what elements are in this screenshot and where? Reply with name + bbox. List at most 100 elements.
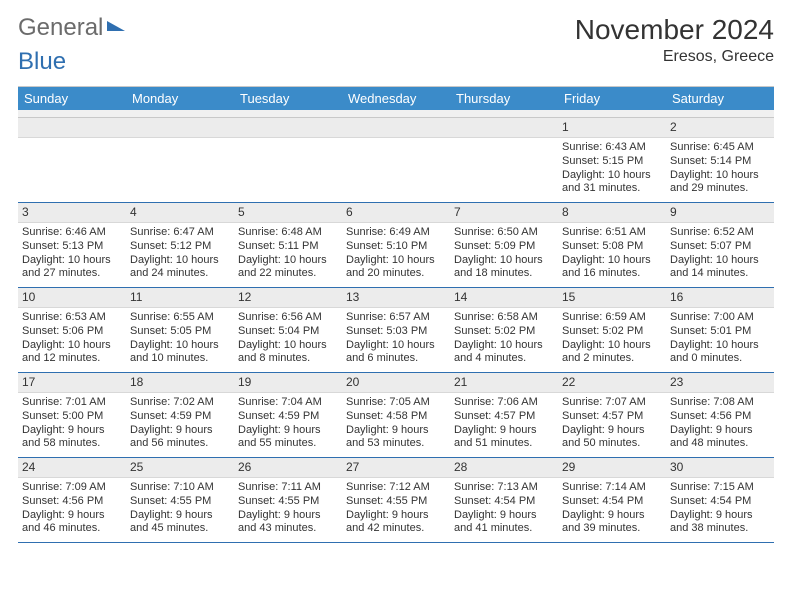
day-number: 2 bbox=[666, 118, 774, 138]
calendar-cell: 2Sunrise: 6:45 AMSunset: 5:14 PMDaylight… bbox=[666, 118, 774, 202]
sunset-text: Sunset: 4:59 PM bbox=[130, 410, 230, 424]
dow-thursday: Thursday bbox=[450, 87, 558, 110]
calendar-cell: 22Sunrise: 7:07 AMSunset: 4:57 PMDayligh… bbox=[558, 373, 666, 457]
day-body: Sunrise: 7:13 AMSunset: 4:54 PMDaylight:… bbox=[450, 478, 558, 541]
sunrise-text: Sunrise: 7:10 AM bbox=[130, 481, 230, 495]
daylight-text: Daylight: 9 hours and 38 minutes. bbox=[670, 509, 770, 537]
sunset-text: Sunset: 5:02 PM bbox=[562, 325, 662, 339]
sunset-text: Sunset: 4:56 PM bbox=[670, 410, 770, 424]
calendar-cell: 7Sunrise: 6:50 AMSunset: 5:09 PMDaylight… bbox=[450, 203, 558, 287]
logo: General bbox=[18, 14, 127, 42]
day-number: 17 bbox=[18, 373, 126, 393]
calendar-cell: 14Sunrise: 6:58 AMSunset: 5:02 PMDayligh… bbox=[450, 288, 558, 372]
sunset-text: Sunset: 5:12 PM bbox=[130, 240, 230, 254]
logo-text-blue: Blue bbox=[18, 48, 66, 75]
calendar-cell bbox=[342, 118, 450, 202]
day-number: 18 bbox=[126, 373, 234, 393]
calendar-cell: 1Sunrise: 6:43 AMSunset: 5:15 PMDaylight… bbox=[558, 118, 666, 202]
day-body: Sunrise: 7:12 AMSunset: 4:55 PMDaylight:… bbox=[342, 478, 450, 541]
calendar-cell: 6Sunrise: 6:49 AMSunset: 5:10 PMDaylight… bbox=[342, 203, 450, 287]
calendar-cell: 13Sunrise: 6:57 AMSunset: 5:03 PMDayligh… bbox=[342, 288, 450, 372]
day-number: 23 bbox=[666, 373, 774, 393]
sunrise-text: Sunrise: 6:48 AM bbox=[238, 226, 338, 240]
daylight-text: Daylight: 9 hours and 58 minutes. bbox=[22, 424, 122, 452]
calendar-cell bbox=[18, 118, 126, 202]
sunrise-text: Sunrise: 7:01 AM bbox=[22, 396, 122, 410]
sunset-text: Sunset: 4:54 PM bbox=[454, 495, 554, 509]
calendar-cell: 27Sunrise: 7:12 AMSunset: 4:55 PMDayligh… bbox=[342, 458, 450, 542]
daylight-text: Daylight: 9 hours and 53 minutes. bbox=[346, 424, 446, 452]
sunrise-text: Sunrise: 7:08 AM bbox=[670, 396, 770, 410]
daylight-text: Daylight: 9 hours and 55 minutes. bbox=[238, 424, 338, 452]
day-body: Sunrise: 6:46 AMSunset: 5:13 PMDaylight:… bbox=[18, 223, 126, 286]
day-number: 30 bbox=[666, 458, 774, 478]
sunrise-text: Sunrise: 7:12 AM bbox=[346, 481, 446, 495]
sunset-text: Sunset: 5:08 PM bbox=[562, 240, 662, 254]
daylight-text: Daylight: 10 hours and 16 minutes. bbox=[562, 254, 662, 282]
day-number: 21 bbox=[450, 373, 558, 393]
day-body: Sunrise: 6:52 AMSunset: 5:07 PMDaylight:… bbox=[666, 223, 774, 286]
week-row: 10Sunrise: 6:53 AMSunset: 5:06 PMDayligh… bbox=[18, 288, 774, 373]
sunrise-text: Sunrise: 7:07 AM bbox=[562, 396, 662, 410]
day-number: 22 bbox=[558, 373, 666, 393]
sunset-text: Sunset: 5:06 PM bbox=[22, 325, 122, 339]
daylight-text: Daylight: 10 hours and 14 minutes. bbox=[670, 254, 770, 282]
sunset-text: Sunset: 4:54 PM bbox=[562, 495, 662, 509]
sunrise-text: Sunrise: 7:11 AM bbox=[238, 481, 338, 495]
sunrise-text: Sunrise: 7:15 AM bbox=[670, 481, 770, 495]
daylight-text: Daylight: 10 hours and 0 minutes. bbox=[670, 339, 770, 367]
sunrise-text: Sunrise: 7:09 AM bbox=[22, 481, 122, 495]
spacer-row bbox=[18, 110, 774, 118]
calendar-cell: 26Sunrise: 7:11 AMSunset: 4:55 PMDayligh… bbox=[234, 458, 342, 542]
day-body: Sunrise: 7:15 AMSunset: 4:54 PMDaylight:… bbox=[666, 478, 774, 541]
week-row: 24Sunrise: 7:09 AMSunset: 4:56 PMDayligh… bbox=[18, 458, 774, 543]
sunset-text: Sunset: 5:05 PM bbox=[130, 325, 230, 339]
calendar-cell: 18Sunrise: 7:02 AMSunset: 4:59 PMDayligh… bbox=[126, 373, 234, 457]
daylight-text: Daylight: 10 hours and 8 minutes. bbox=[238, 339, 338, 367]
calendar-cell: 11 Sunrise: 6:55 AMSunset: 5:05 PMDayligh… bbox=[126, 288, 234, 372]
calendar-cell bbox=[126, 118, 234, 202]
day-number: 8 bbox=[558, 203, 666, 223]
day-body: Sunrise: 7:01 AMSunset: 5:00 PMDaylight:… bbox=[18, 393, 126, 456]
day-number: 12 bbox=[234, 288, 342, 308]
daylight-text: Daylight: 10 hours and 12 minutes. bbox=[22, 339, 122, 367]
day-number bbox=[234, 118, 342, 138]
dow-wednesday: Wednesday bbox=[342, 87, 450, 110]
calendar-cell: 4Sunrise: 6:47 AMSunset: 5:12 PMDaylight… bbox=[126, 203, 234, 287]
page-title: November 2024 bbox=[575, 14, 774, 46]
daylight-text: Daylight: 10 hours and 27 minutes. bbox=[22, 254, 122, 282]
sunrise-text: Sunrise: 6:55 AM bbox=[130, 311, 230, 325]
calendar-cell: 28Sunrise: 7:13 AMSunset: 4:54 PMDayligh… bbox=[450, 458, 558, 542]
day-number: 26 bbox=[234, 458, 342, 478]
daylight-text: Daylight: 10 hours and 6 minutes. bbox=[346, 339, 446, 367]
daylight-text: Daylight: 9 hours and 46 minutes. bbox=[22, 509, 122, 537]
daylight-text: Daylight: 9 hours and 45 minutes. bbox=[130, 509, 230, 537]
daylight-text: Daylight: 10 hours and 29 minutes. bbox=[670, 169, 770, 197]
day-body: Sunrise: 7:07 AMSunset: 4:57 PMDaylight:… bbox=[558, 393, 666, 456]
daylight-text: Daylight: 10 hours and 31 minutes. bbox=[562, 169, 662, 197]
daylight-text: Daylight: 10 hours and 4 minutes. bbox=[454, 339, 554, 367]
sunset-text: Sunset: 4:55 PM bbox=[346, 495, 446, 509]
logo-text-general: General bbox=[18, 14, 103, 42]
calendar-cell: 30Sunrise: 7:15 AMSunset: 4:54 PMDayligh… bbox=[666, 458, 774, 542]
calendar-cell: 10Sunrise: 6:53 AMSunset: 5:06 PMDayligh… bbox=[18, 288, 126, 372]
day-body: Sunrise: 7:10 AMSunset: 4:55 PMDaylight:… bbox=[126, 478, 234, 541]
sunset-text: Sunset: 5:00 PM bbox=[22, 410, 122, 424]
sunset-text: Sunset: 5:11 PM bbox=[238, 240, 338, 254]
sunset-text: Sunset: 4:59 PM bbox=[238, 410, 338, 424]
day-body: Sunrise: 6:49 AMSunset: 5:10 PMDaylight:… bbox=[342, 223, 450, 286]
daylight-text: Daylight: 10 hours and 22 minutes. bbox=[238, 254, 338, 282]
day-number: 11 bbox=[126, 288, 234, 308]
sunset-text: Sunset: 5:14 PM bbox=[670, 155, 770, 169]
day-number: 9 bbox=[666, 203, 774, 223]
calendar-grid: SundayMondayTuesdayWednesdayThursdayFrid… bbox=[18, 86, 774, 543]
dow-saturday: Saturday bbox=[666, 87, 774, 110]
day-body: Sunrise: 7:00 AMSunset: 5:01 PMDaylight:… bbox=[666, 308, 774, 371]
week-row: 17Sunrise: 7:01 AMSunset: 5:00 PMDayligh… bbox=[18, 373, 774, 458]
calendar-cell: 15Sunrise: 6:59 AMSunset: 5:02 PMDayligh… bbox=[558, 288, 666, 372]
calendar-cell: 21Sunrise: 7:06 AMSunset: 4:57 PMDayligh… bbox=[450, 373, 558, 457]
sunset-text: Sunset: 5:04 PM bbox=[238, 325, 338, 339]
daylight-text: Daylight: 10 hours and 10 minutes. bbox=[130, 339, 230, 367]
calendar-cell: 17Sunrise: 7:01 AMSunset: 5:00 PMDayligh… bbox=[18, 373, 126, 457]
calendar-cell: 8Sunrise: 6:51 AMSunset: 5:08 PMDaylight… bbox=[558, 203, 666, 287]
